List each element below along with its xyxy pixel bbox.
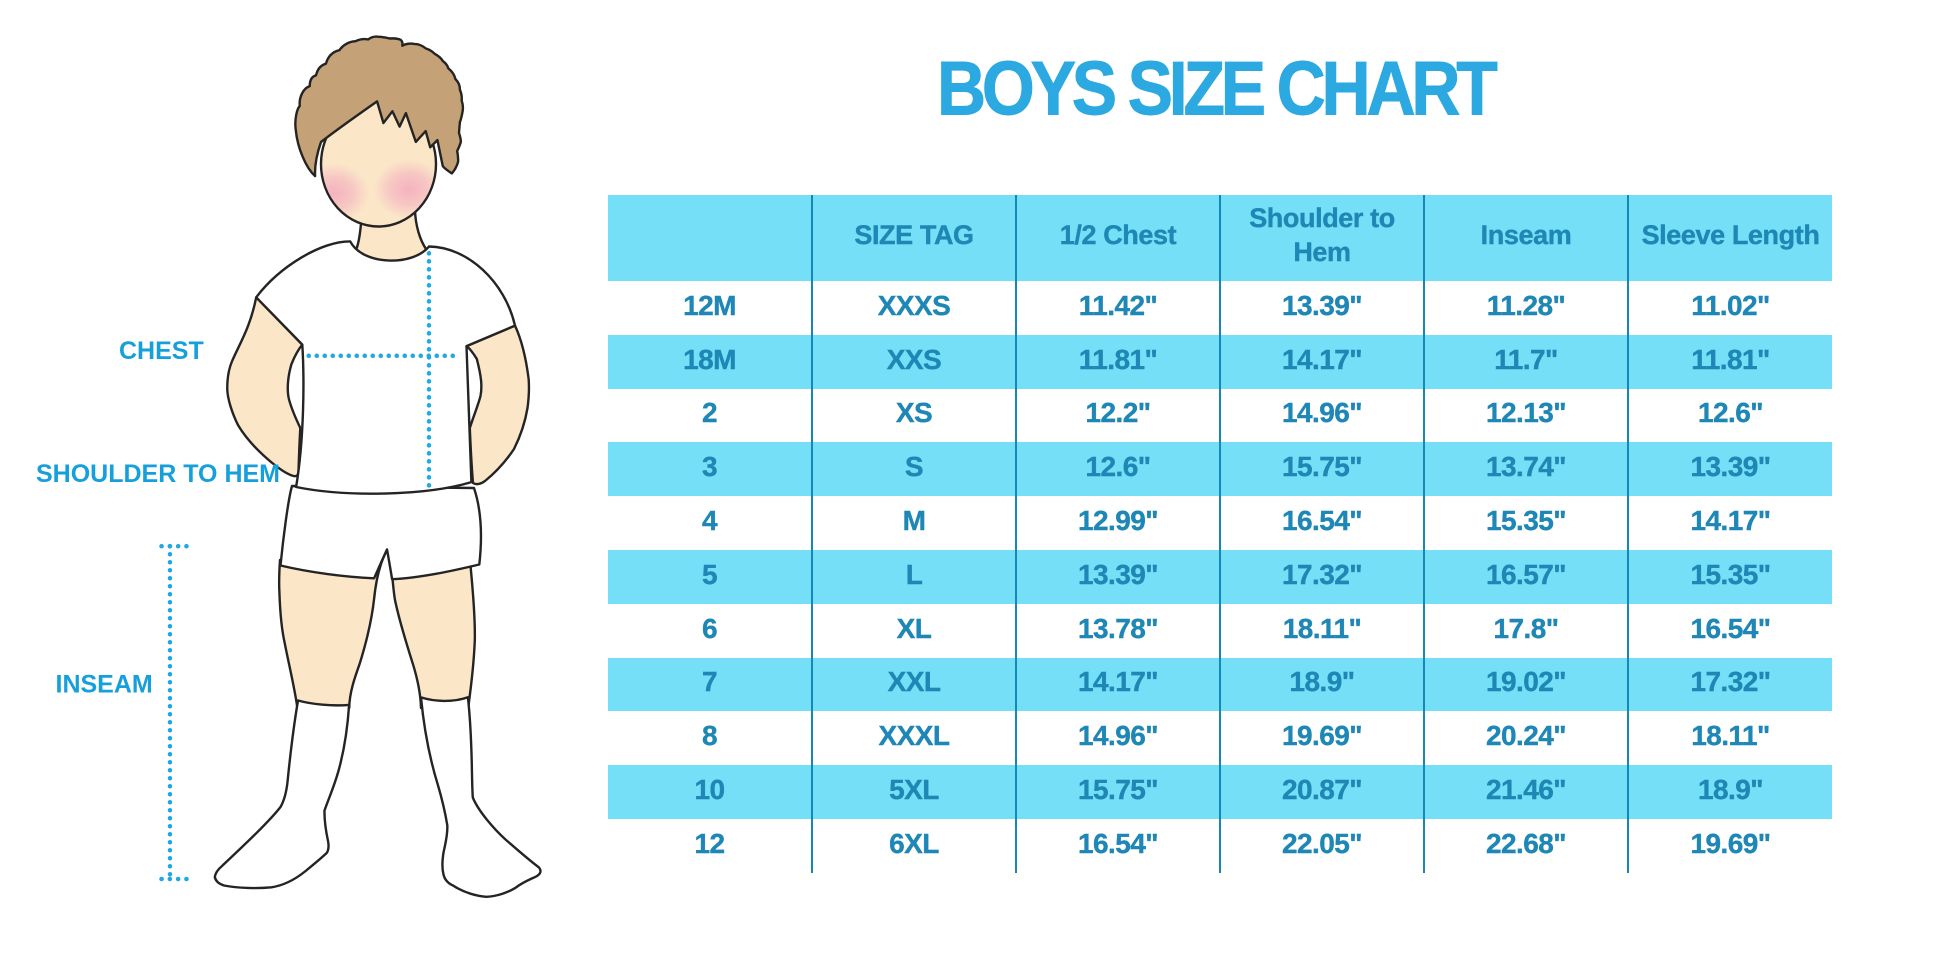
svg-text:CHEST: CHEST xyxy=(119,337,204,365)
svg-text:INSEAM: INSEAM xyxy=(56,671,153,699)
svg-text:SHOULDER TO HEM: SHOULDER TO HEM xyxy=(36,460,280,488)
